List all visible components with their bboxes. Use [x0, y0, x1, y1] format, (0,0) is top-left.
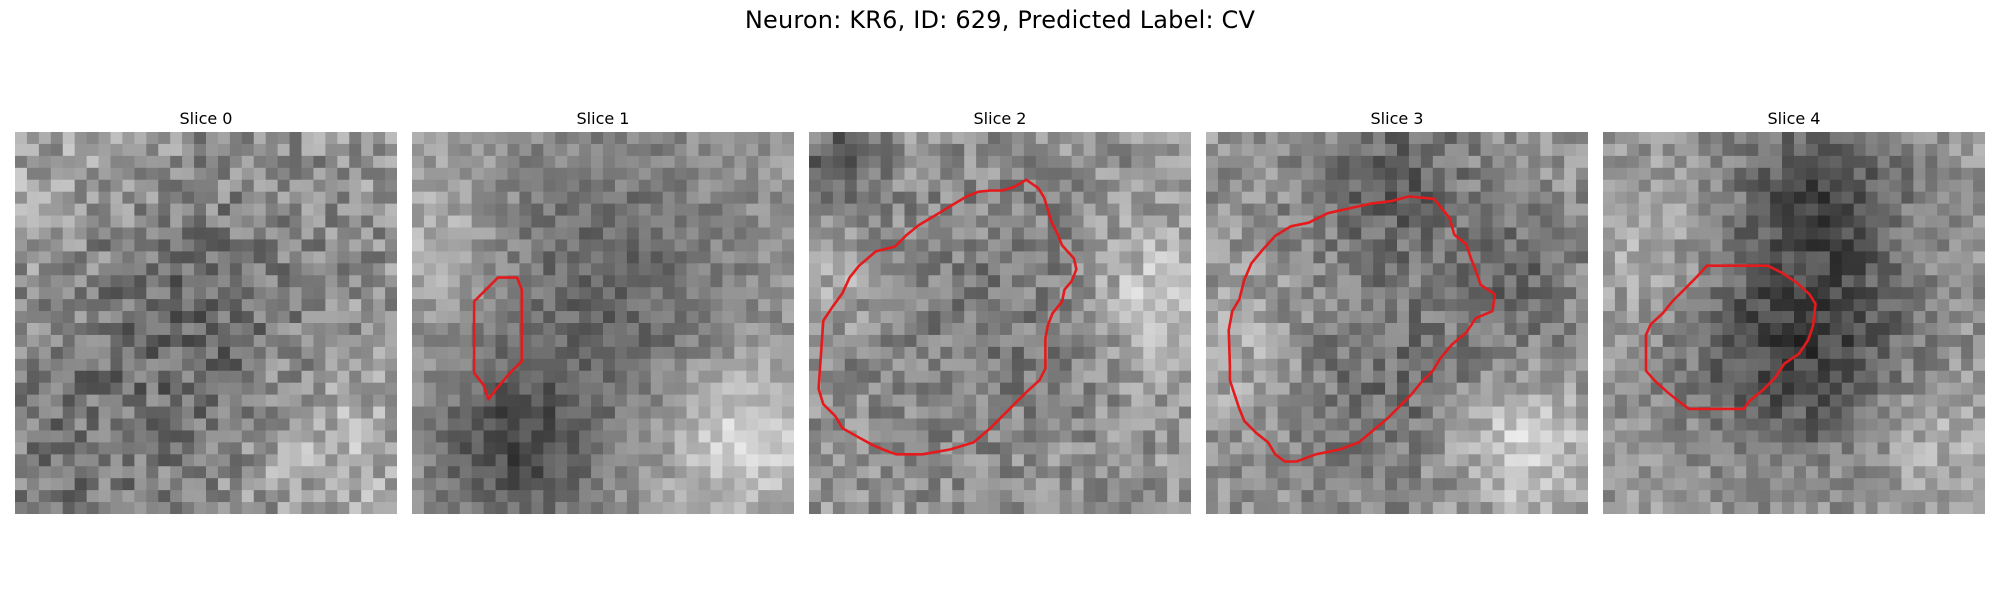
slice-panel-3: Slice 3 — [1206, 106, 1588, 514]
slice-image-3 — [1206, 132, 1588, 514]
segmentation-contour — [1227, 195, 1497, 463]
slice-title: Slice 0 — [179, 109, 233, 128]
figure-title: Neuron: KR6, ID: 629, Predicted Label: C… — [744, 6, 1256, 34]
slice-panel-1: Slice 1 — [412, 106, 794, 514]
slice-image-1 — [412, 132, 794, 514]
segmentation-contour — [1644, 264, 1817, 411]
slice-title: Slice 1 — [576, 109, 630, 128]
slice-title: Slice 2 — [973, 109, 1027, 128]
slice-title: Slice 4 — [1767, 109, 1821, 128]
slice-image-0 — [15, 132, 397, 514]
slice-image-4 — [1603, 132, 1985, 514]
slice-panel-2: Slice 2 — [809, 106, 1191, 514]
slice-title: Slice 3 — [1370, 109, 1424, 128]
slice-panel-0: Slice 0 — [15, 106, 397, 514]
segmentation-contour — [817, 178, 1078, 456]
slice-image-2 — [809, 132, 1191, 514]
segmentation-contour — [472, 276, 524, 401]
slice-panel-4: Slice 4 — [1603, 106, 1985, 514]
